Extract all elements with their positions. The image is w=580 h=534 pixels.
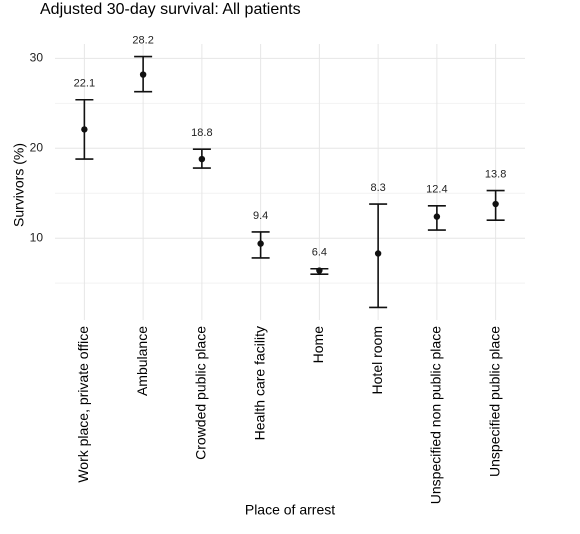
x-tick-label: Unspecified non public place: [428, 326, 444, 504]
value-label: 28.2: [132, 34, 153, 46]
value-label: 22.1: [74, 78, 95, 90]
x-tick-label: Crowded public place: [193, 326, 209, 460]
value-label: 8.3: [370, 182, 385, 194]
point: [374, 250, 382, 257]
x-axis-label: Place of arrest: [245, 502, 335, 518]
value-label: 13.8: [485, 168, 506, 180]
x-tick-label: Unspecified public place: [486, 326, 502, 477]
point: [492, 200, 499, 208]
point: [198, 155, 206, 163]
chart-title: Adjusted 30-day survival: All patients: [40, 1, 301, 18]
value-label: 9.4: [253, 210, 268, 222]
y-tick-label: 20: [30, 140, 44, 154]
value-label: 6.4: [312, 247, 327, 259]
value-label: 18.8: [191, 127, 212, 139]
x-tick-label: Home: [310, 326, 326, 364]
y-tick-label: 10: [30, 230, 44, 244]
y-tick-label: 30: [30, 51, 44, 65]
x-tick-label: Hotel room: [369, 326, 385, 394]
point: [433, 213, 441, 220]
x-tick-label: Health care facility: [251, 326, 267, 440]
point: [257, 240, 264, 247]
value-label: 12.4: [426, 184, 447, 196]
point: [81, 126, 88, 133]
point: [139, 71, 147, 78]
point: [316, 267, 323, 274]
x-tick-label: Ambulance: [134, 326, 150, 396]
x-tick-label: Work place, private office: [75, 326, 91, 483]
y-axis-label: Survivors (%): [11, 143, 27, 227]
